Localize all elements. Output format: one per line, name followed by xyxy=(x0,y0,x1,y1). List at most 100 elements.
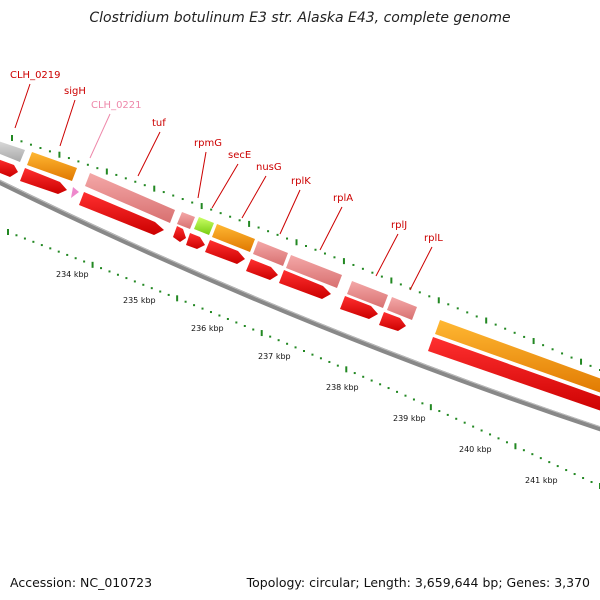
tick-dot xyxy=(294,346,297,349)
tick-dot xyxy=(286,342,289,345)
gene-label-sigh[interactable]: sigH xyxy=(64,86,86,97)
tick-dot xyxy=(142,283,145,286)
tick-dot xyxy=(67,157,70,160)
tick-dot xyxy=(561,352,564,355)
tick-dot xyxy=(399,283,402,286)
tick-dot xyxy=(523,335,526,338)
tick-dot xyxy=(200,203,203,210)
feature-pink-rplL[interactable] xyxy=(387,297,417,320)
gene-label-tuf[interactable]: tuf xyxy=(152,118,166,129)
tick-dot xyxy=(342,258,345,265)
tick-dot xyxy=(219,212,222,215)
tick-dot xyxy=(105,168,108,175)
feature-pink-rplA[interactable] xyxy=(286,255,342,288)
tick-dot xyxy=(396,390,399,393)
kbp-label: 234 kbp xyxy=(56,270,89,279)
tick-dot xyxy=(269,335,272,338)
feature-arrow-red-6[interactable] xyxy=(279,270,331,299)
tick-dot xyxy=(125,277,128,280)
tick-dot xyxy=(11,135,13,141)
gene-label-rpla[interactable]: rplA xyxy=(333,193,353,204)
tick-dot xyxy=(446,413,449,416)
tick-dot xyxy=(29,143,32,146)
gene-leader-clh-0221 xyxy=(89,113,111,159)
kbp-label: 239 kbp xyxy=(393,414,426,423)
tick-dot xyxy=(86,163,89,166)
tick-dot xyxy=(184,300,187,303)
tick-dot xyxy=(172,194,175,197)
tick-dot xyxy=(83,260,86,263)
feature-arrow-red-tuf[interactable] xyxy=(79,192,164,235)
feature-arrow-red-1[interactable] xyxy=(0,158,18,177)
gene-label-rpll[interactable]: rplL xyxy=(424,233,443,244)
tick-dot xyxy=(150,287,153,290)
feature-arrow-red-5[interactable] xyxy=(246,259,278,280)
feature-pink-tuf[interactable] xyxy=(85,173,175,223)
tick-dot xyxy=(201,307,204,310)
tick-dot xyxy=(23,237,26,240)
tick-dot xyxy=(380,275,383,278)
tick-dot xyxy=(48,150,51,153)
feature-pink-rplJ[interactable] xyxy=(347,281,388,308)
tick-dot xyxy=(210,208,213,211)
tick-dot xyxy=(387,387,390,390)
tick-dot xyxy=(314,248,317,251)
tick-dot xyxy=(352,263,355,266)
tick-dot xyxy=(589,364,592,367)
feature-green-secE[interactable] xyxy=(194,217,214,235)
feature-arrow-red-7[interactable] xyxy=(340,296,378,319)
tick-dot xyxy=(565,469,568,472)
gene-label-clh-0219[interactable]: CLH_0219 xyxy=(10,70,61,81)
tick-dot xyxy=(58,151,61,158)
topology-text: Topology: circular; Length: 3,659,644 bp… xyxy=(246,575,590,590)
tick-dot xyxy=(181,198,184,201)
tick-dot xyxy=(421,402,424,405)
tick-dot xyxy=(226,317,229,320)
feature-orange-long[interactable] xyxy=(435,320,600,396)
tick-dot xyxy=(485,317,488,324)
gene-label-clh-0221[interactable]: CLH_0221 xyxy=(91,100,142,111)
tick-dot xyxy=(257,226,260,229)
tick-dot xyxy=(116,273,119,276)
feature-orange-nusG[interactable] xyxy=(212,224,255,252)
gene-label-rplj[interactable]: rplJ xyxy=(391,220,407,231)
tick-dot xyxy=(590,481,593,484)
gene-leader-sece xyxy=(211,163,239,209)
feature-arrow-red-4[interactable] xyxy=(205,240,245,264)
tick-dot xyxy=(243,324,246,327)
feature-arrow-red-8[interactable] xyxy=(379,312,406,331)
kbp-labels: 234 kbp 235 kbp 236 kbp 237 kbp 238 kbp 239 k… xyxy=(56,270,558,485)
gene-label-sece[interactable]: secE xyxy=(228,150,251,161)
feature-arrow-red-3[interactable] xyxy=(186,233,205,249)
gene-leader-nusg xyxy=(241,175,267,219)
gene-leader-tuf xyxy=(137,131,161,177)
feature-arrow-red-sigH[interactable] xyxy=(20,168,67,194)
tick-dot xyxy=(532,338,535,345)
gene-label-rplk[interactable]: rplK xyxy=(291,176,311,187)
gene-leader-rplj xyxy=(375,233,399,277)
tick-dot xyxy=(295,239,298,246)
gene-leader-rpmg xyxy=(197,151,207,199)
tick-dot xyxy=(286,237,289,240)
feature-orange-sigH[interactable] xyxy=(27,152,77,181)
feature-arrow-magenta[interactable] xyxy=(71,187,79,198)
map-title: Clostridium botulinum E3 str. Alaska E43… xyxy=(89,10,511,26)
tick-dot xyxy=(252,328,255,331)
kbp-label: 241 kbp xyxy=(525,476,558,485)
tick-dot xyxy=(167,293,170,296)
feature-pink-rpmG[interactable] xyxy=(177,212,195,229)
gene-features xyxy=(0,140,600,414)
feature-grey[interactable] xyxy=(0,140,25,162)
tick-dot xyxy=(428,295,431,298)
tick-dot xyxy=(345,366,348,373)
gene-label-rpmg[interactable]: rpmG xyxy=(194,138,222,149)
tick-dots-outer xyxy=(11,135,600,371)
feature-arrow-red-long[interactable] xyxy=(428,337,600,414)
feature-pink-rplK[interactable] xyxy=(253,241,288,266)
tick-dot xyxy=(522,449,525,452)
tick-dot xyxy=(124,177,127,180)
gene-label-nusg[interactable]: nusG xyxy=(256,162,282,173)
feature-arrow-red-2[interactable] xyxy=(173,226,186,242)
